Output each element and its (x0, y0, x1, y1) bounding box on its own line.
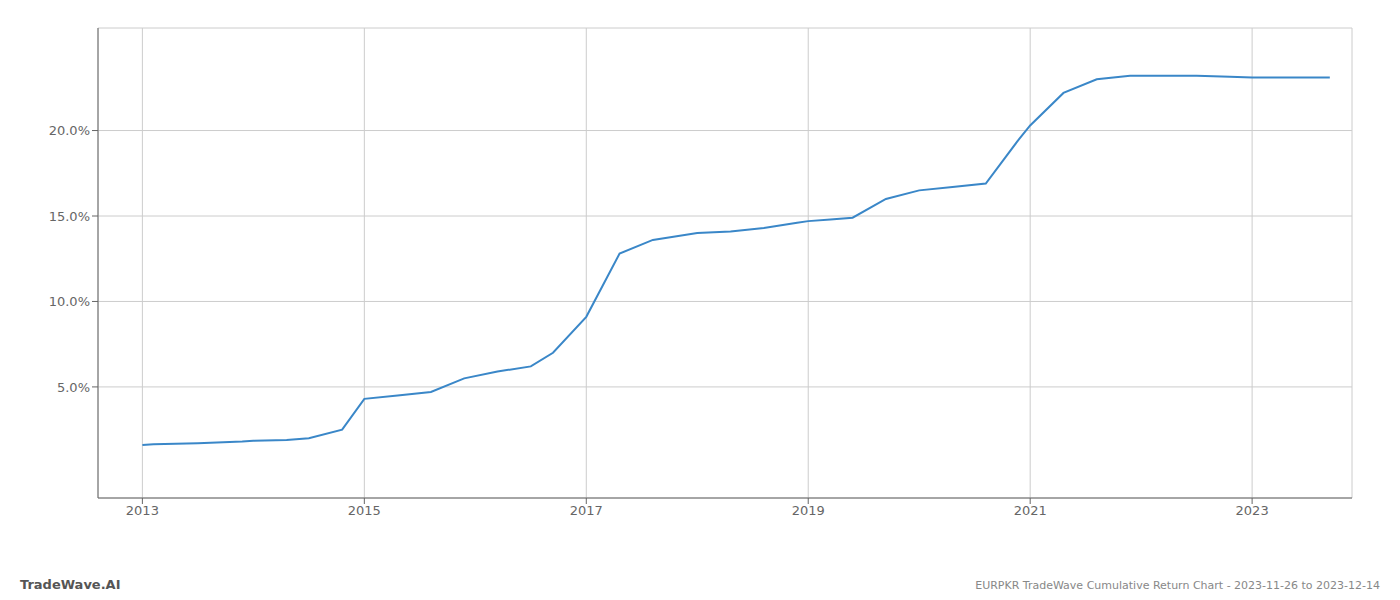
svg-text:15.0%: 15.0% (49, 209, 90, 224)
svg-text:2013: 2013 (126, 503, 159, 518)
svg-text:2017: 2017 (570, 503, 603, 518)
svg-text:20.0%: 20.0% (49, 123, 90, 138)
svg-text:2019: 2019 (792, 503, 825, 518)
svg-text:5.0%: 5.0% (57, 380, 90, 395)
svg-text:2023: 2023 (1236, 503, 1269, 518)
svg-text:2021: 2021 (1014, 503, 1047, 518)
svg-text:2015: 2015 (348, 503, 381, 518)
html-text:TradeWave.AI: TradeWave.AI (20, 577, 121, 592)
svg-text:10.0%: 10.0% (49, 294, 90, 309)
html-text:EURPKR TradeWave Cumulative Re: EURPKR TradeWave Cumulative Return Chart… (975, 579, 1380, 592)
